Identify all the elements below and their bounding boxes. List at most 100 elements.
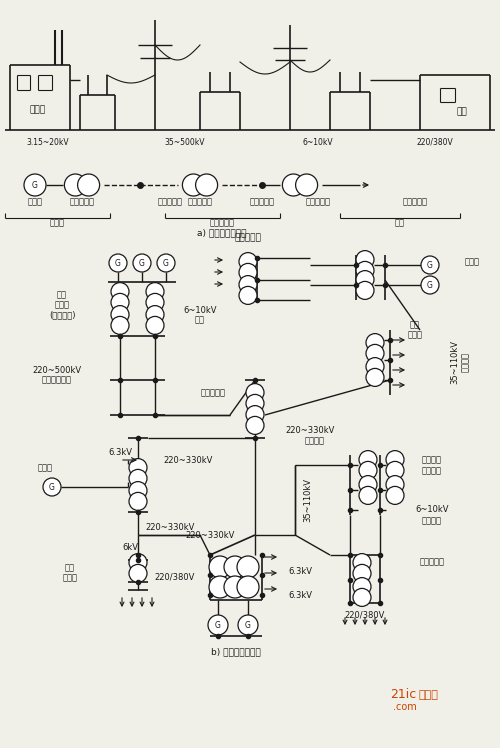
Circle shape: [353, 589, 371, 607]
Text: 220/380V: 220/380V: [416, 138, 454, 147]
Circle shape: [111, 306, 129, 324]
Circle shape: [43, 478, 61, 496]
Circle shape: [353, 554, 371, 571]
Text: 低压配电线: 低压配电线: [402, 197, 427, 206]
Text: 220~330kV: 220~330kV: [286, 426, 335, 435]
Circle shape: [133, 254, 151, 272]
Circle shape: [237, 576, 259, 598]
Circle shape: [109, 254, 127, 272]
Circle shape: [239, 253, 257, 271]
Circle shape: [421, 256, 439, 274]
Text: 电子网: 电子网: [418, 690, 438, 700]
Circle shape: [182, 174, 204, 196]
Circle shape: [24, 174, 46, 196]
Text: 220/380V: 220/380V: [155, 572, 195, 581]
Text: 配电线路: 配电线路: [422, 517, 442, 526]
Text: 地区: 地区: [410, 320, 420, 330]
Circle shape: [146, 316, 164, 334]
Circle shape: [359, 486, 377, 504]
Circle shape: [237, 556, 259, 578]
Text: 车间变电所: 车间变电所: [420, 557, 444, 566]
Text: 35~500kV: 35~500kV: [165, 138, 205, 147]
Text: 水电站: 水电站: [54, 301, 70, 310]
Text: 用户: 用户: [395, 218, 405, 227]
Text: 地区变电所: 地区变电所: [234, 233, 262, 242]
Circle shape: [196, 174, 218, 196]
Circle shape: [239, 275, 257, 294]
Circle shape: [129, 554, 147, 571]
Circle shape: [129, 482, 147, 500]
Text: 6.3kV: 6.3kV: [108, 447, 132, 456]
Text: G: G: [215, 621, 221, 630]
Text: (成核电站): (成核电站): [49, 310, 75, 319]
Circle shape: [224, 556, 246, 578]
Text: 高压输电线: 高压输电线: [158, 197, 182, 206]
Text: a) 电力传输示意图: a) 电力传输示意图: [197, 228, 247, 238]
Text: 220~330kV: 220~330kV: [186, 530, 234, 539]
Circle shape: [386, 462, 404, 479]
Circle shape: [359, 450, 377, 468]
Text: 发电厂: 发电厂: [30, 105, 46, 114]
Circle shape: [353, 565, 371, 583]
Circle shape: [386, 450, 404, 468]
Text: 升压变压器: 升压变压器: [70, 197, 94, 206]
Circle shape: [238, 615, 258, 635]
Text: b) 大型电力系统图: b) 大型电力系统图: [211, 648, 261, 657]
Circle shape: [296, 174, 318, 196]
Circle shape: [146, 306, 164, 324]
Text: 220~330kV: 220~330kV: [146, 524, 194, 533]
Circle shape: [129, 459, 147, 476]
Circle shape: [111, 293, 129, 311]
Circle shape: [129, 565, 147, 583]
Text: 220/380V: 220/380V: [345, 610, 385, 619]
Text: G: G: [139, 259, 145, 268]
Circle shape: [111, 283, 129, 301]
Text: 区域电网: 区域电网: [305, 437, 325, 446]
Circle shape: [111, 316, 129, 334]
Text: 用户: 用户: [65, 563, 75, 572]
Circle shape: [366, 344, 384, 362]
Text: 热电厂: 热电厂: [38, 464, 52, 473]
Circle shape: [246, 384, 264, 402]
Text: .com: .com: [393, 702, 417, 712]
Text: 发电厂: 发电厂: [50, 218, 64, 227]
Text: 6~10kV: 6~10kV: [302, 138, 334, 147]
Circle shape: [146, 293, 164, 311]
Text: 降压变压器: 降压变压器: [188, 197, 212, 206]
Text: 枢纽变电所: 枢纽变电所: [200, 388, 226, 397]
Text: 220~500kV: 220~500kV: [32, 366, 82, 375]
Text: G: G: [115, 259, 121, 268]
Circle shape: [246, 405, 264, 423]
Text: 发电机: 发电机: [28, 197, 42, 206]
Circle shape: [359, 462, 377, 479]
Text: G: G: [163, 259, 169, 268]
Circle shape: [421, 276, 439, 294]
Circle shape: [366, 334, 384, 352]
Circle shape: [129, 470, 147, 488]
Circle shape: [386, 486, 404, 504]
Circle shape: [146, 283, 164, 301]
Circle shape: [356, 251, 374, 269]
Text: 6kV: 6kV: [122, 544, 138, 553]
Circle shape: [78, 174, 100, 196]
Circle shape: [356, 261, 374, 280]
Circle shape: [246, 417, 264, 435]
Text: G: G: [32, 180, 38, 189]
Text: 超高压输电线: 超高压输电线: [42, 375, 72, 384]
Circle shape: [386, 476, 404, 494]
Text: 6.3kV: 6.3kV: [288, 590, 312, 599]
Circle shape: [239, 286, 257, 304]
Text: 工厂总降: 工厂总降: [422, 456, 442, 465]
Text: G: G: [427, 280, 433, 289]
Text: 6.3kV: 6.3kV: [288, 568, 312, 577]
Circle shape: [209, 556, 231, 578]
Circle shape: [246, 394, 264, 412]
Text: 6~10kV: 6~10kV: [415, 506, 449, 515]
Text: 3.15~20kV: 3.15~20kV: [26, 138, 70, 147]
Text: 35~110kV: 35~110kV: [304, 478, 312, 522]
Text: G: G: [427, 260, 433, 269]
Text: 21ic: 21ic: [390, 688, 416, 702]
Circle shape: [359, 476, 377, 494]
Circle shape: [129, 492, 147, 510]
Circle shape: [353, 577, 371, 595]
